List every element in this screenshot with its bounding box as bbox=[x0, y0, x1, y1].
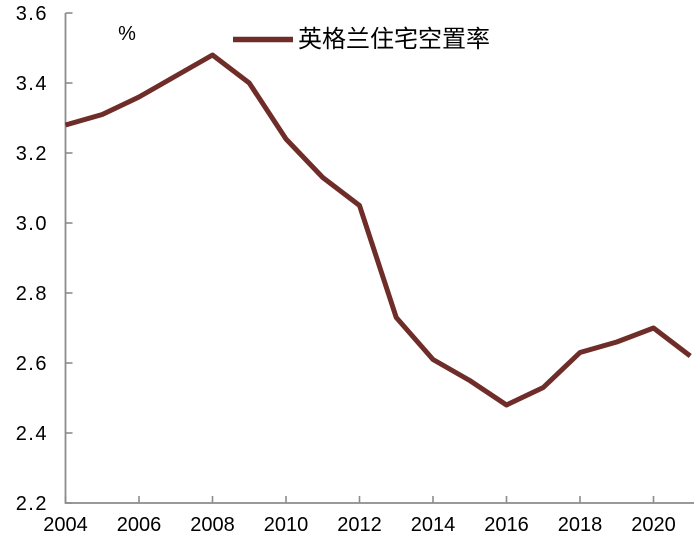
y-tick-label: 2.4 bbox=[16, 423, 48, 445]
y-tick-label: 3.0 bbox=[16, 213, 48, 235]
x-tick-label: 2008 bbox=[190, 514, 235, 536]
y-tick-label: 3.6 bbox=[16, 3, 48, 25]
x-tick-label: 2010 bbox=[264, 514, 309, 536]
y-tick-label: 2.2 bbox=[16, 493, 48, 515]
y-axis-unit-label: % bbox=[118, 23, 136, 45]
x-axis-tick-labels: 2004 2006 2008 2010 2012 2014 2016 2018 2020 bbox=[43, 514, 676, 536]
x-tick-label: 2004 bbox=[43, 514, 88, 536]
x-tick-label: 2016 bbox=[484, 514, 529, 536]
x-tick-label: 2006 bbox=[117, 514, 162, 536]
x-tick-label: 2012 bbox=[337, 514, 382, 536]
y-axis-tick-labels: 3.6 3.4 3.2 3.0 2.8 2.6 2.4 2.2 bbox=[16, 3, 48, 515]
y-tick-label: 2.8 bbox=[16, 283, 48, 305]
vacancy-rate-line-series bbox=[64, 52, 692, 408]
x-axis-ticks bbox=[64, 496, 655, 503]
x-tick-label: 2014 bbox=[411, 514, 456, 536]
legend-label: 英格兰住宅空置率 bbox=[298, 26, 490, 53]
y-axis-ticks bbox=[65, 12, 73, 504]
x-tick-label: 2018 bbox=[558, 514, 603, 536]
x-tick-label: 2020 bbox=[631, 514, 676, 536]
y-tick-label: 2.6 bbox=[16, 353, 48, 375]
y-tick-label: 3.2 bbox=[16, 143, 48, 165]
y-tick-label: 3.4 bbox=[16, 73, 48, 95]
legend: 英格兰住宅空置率 bbox=[233, 26, 490, 53]
